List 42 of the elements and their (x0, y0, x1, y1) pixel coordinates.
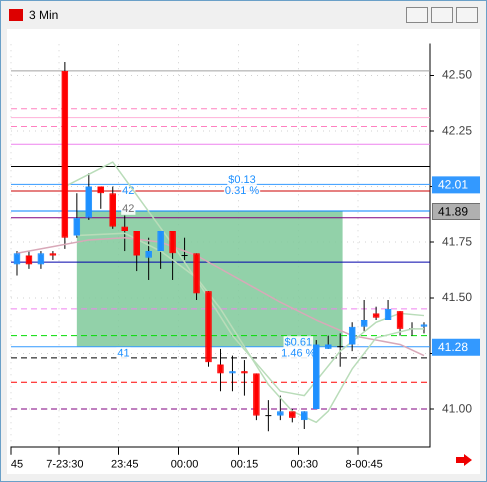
chart-title: 3 Min (29, 8, 60, 22)
candlestick (145, 237, 152, 280)
candlestick (157, 230, 164, 270)
annotation: $0.61 (284, 336, 312, 348)
candlestick (74, 192, 80, 238)
y-tick-label: 42.50 (442, 68, 472, 82)
candlestick (300, 410, 308, 430)
annotation: 0.31 % (224, 185, 260, 198)
candlestick (372, 306, 380, 321)
candlestick (181, 237, 188, 260)
candlestick (26, 250, 32, 270)
x-tick-label: 23:45 (110, 458, 138, 470)
x-tick-label: 00:15 (230, 458, 258, 470)
candlestick (133, 230, 140, 272)
ref-line-label: 41.89 (438, 204, 468, 218)
candlestick (277, 395, 284, 421)
annotation: 42 (122, 202, 134, 215)
candlestick (384, 299, 392, 321)
ref-line-label: 41.28 (438, 340, 468, 354)
x-tick-label: 45 (10, 458, 24, 470)
candlestick (38, 250, 44, 270)
candlestick (348, 322, 356, 352)
annotation: 41 (117, 347, 130, 360)
x-tick-label: 00:30 (290, 458, 318, 470)
candlestick (169, 230, 176, 280)
candlestick (121, 214, 128, 252)
y-tick-label: 41.50 (442, 290, 472, 304)
y-tick-label: 42.25 (442, 123, 472, 138)
candlestick (97, 186, 104, 210)
annotation: $0.13 (228, 174, 256, 186)
x-tick-label: 8-00:45 (345, 458, 383, 470)
candlestick (360, 299, 368, 332)
candlestick (289, 408, 296, 423)
ref-line-label: 42.01 (438, 178, 468, 192)
y-tick-label: 41.75 (442, 234, 472, 248)
candlestick (264, 400, 272, 432)
x-tick-label: 00:00 (170, 458, 198, 470)
candlestick (14, 250, 20, 276)
candlestick (324, 335, 332, 350)
y-tick-label: 41.00 (442, 401, 472, 416)
x-tick-label: 7-23:30 (46, 458, 84, 470)
candlestick (396, 310, 404, 336)
